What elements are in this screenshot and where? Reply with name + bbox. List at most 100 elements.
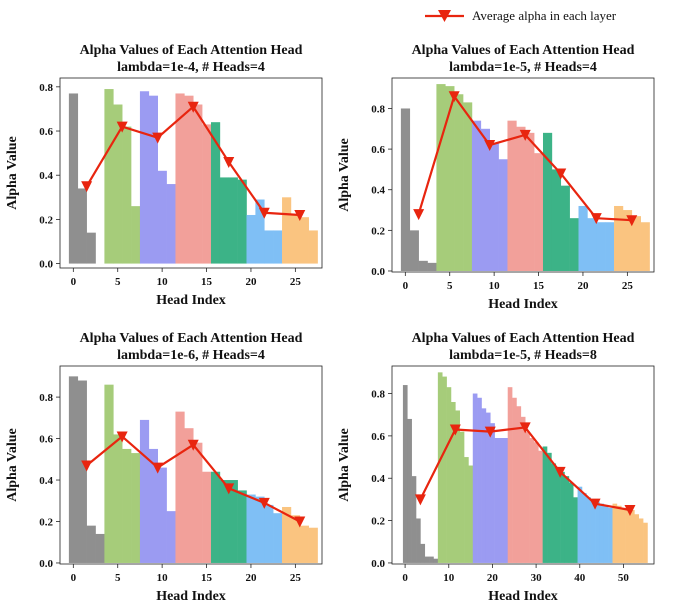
bar <box>420 543 426 563</box>
bar <box>228 177 238 264</box>
bar <box>454 94 464 271</box>
bar <box>599 503 605 563</box>
bar <box>595 501 600 563</box>
bar <box>427 262 437 271</box>
bar <box>68 376 79 563</box>
average-alpha-marker <box>116 121 128 133</box>
bar <box>210 471 221 563</box>
bar <box>113 104 123 264</box>
x-tick-label: 20 <box>487 572 499 584</box>
bar <box>560 185 570 271</box>
bar <box>202 124 212 264</box>
legend: Average alpha in each layer <box>425 8 617 23</box>
bar <box>400 108 411 271</box>
bar <box>131 206 141 264</box>
bar <box>629 510 635 563</box>
bar <box>77 380 87 563</box>
bar <box>529 438 535 563</box>
y-tick-label: 0.6 <box>39 126 53 138</box>
bar <box>282 506 292 563</box>
bar <box>485 412 491 563</box>
average-alpha-marker <box>413 209 425 221</box>
average-alpha-marker <box>187 439 199 451</box>
y-tick-label: 0.8 <box>39 392 53 404</box>
y-tick-label: 0.4 <box>39 170 53 182</box>
bar <box>148 448 158 563</box>
bar <box>86 525 96 563</box>
chart-title: Alpha Values of Each Attention Head <box>80 43 303 58</box>
average-alpha-marker <box>116 431 128 443</box>
average-alpha-marker <box>81 181 93 193</box>
bar <box>573 497 578 563</box>
x-tick-label: 10 <box>157 276 169 288</box>
bar <box>264 504 274 563</box>
y-tick-label: 0.4 <box>371 185 385 197</box>
chart-subtitle: lambda=1e-5, # Heads=4 <box>449 60 597 75</box>
bar <box>612 503 618 563</box>
y-tick-label: 0.8 <box>39 82 53 94</box>
y-tick-label: 0.0 <box>371 266 385 278</box>
bar <box>436 84 446 271</box>
average-alpha-marker <box>590 213 602 225</box>
chart-subtitle: lambda=1e-6, # Heads=4 <box>117 348 265 363</box>
bar <box>175 93 185 264</box>
x-tick-label: 15 <box>201 276 213 288</box>
x-tick-label: 30 <box>531 572 543 584</box>
bar <box>643 522 648 563</box>
bar <box>282 197 292 264</box>
bar <box>590 499 596 563</box>
bar <box>445 86 455 271</box>
bar <box>246 494 256 563</box>
plot-frame <box>59 77 323 269</box>
average-alpha-marker <box>223 483 235 495</box>
bar-group <box>400 84 650 271</box>
x-axis-label: Head Index <box>156 293 226 308</box>
average-alpha-marker <box>294 209 306 221</box>
x-tick-label: 10 <box>489 280 501 292</box>
bar <box>542 132 553 271</box>
bar <box>569 218 579 271</box>
average-alpha-marker <box>449 424 461 436</box>
bar <box>437 372 443 563</box>
bar <box>228 480 238 563</box>
average-alpha-marker <box>152 132 164 144</box>
bar <box>525 431 530 563</box>
bar <box>631 216 641 271</box>
bar <box>407 418 412 563</box>
bar <box>246 214 256 264</box>
x-tick-label: 5 <box>447 280 453 292</box>
bar <box>542 446 548 563</box>
y-tick-label: 0.6 <box>371 431 385 443</box>
average-alpha-marker <box>187 101 199 113</box>
bar <box>409 230 419 271</box>
bar <box>411 476 417 563</box>
bar <box>424 556 430 563</box>
bar <box>255 199 265 264</box>
bar <box>450 402 456 563</box>
average-alpha-marker <box>589 498 601 510</box>
bar <box>555 467 561 563</box>
bar <box>402 385 408 563</box>
bar <box>507 387 513 563</box>
bar-group <box>68 89 318 264</box>
bar <box>104 384 114 563</box>
bar <box>299 525 309 563</box>
bar <box>264 230 274 264</box>
bar <box>481 408 487 563</box>
bar <box>464 457 469 563</box>
bar <box>219 480 230 563</box>
average-alpha-marker <box>414 494 426 506</box>
bar <box>210 122 221 264</box>
y-tick-label: 0.2 <box>371 516 385 528</box>
chart-subtitle: lambda=1e-4, # Heads=4 <box>117 60 265 75</box>
y-tick-label: 0.4 <box>39 475 53 487</box>
y-tick-label: 0.0 <box>39 558 53 570</box>
bar <box>299 217 309 264</box>
chart-subtitle: lambda=1e-5, # Heads=8 <box>449 348 597 363</box>
y-tick-label: 0.2 <box>39 516 53 528</box>
bar <box>157 467 167 563</box>
bar <box>480 128 490 271</box>
x-tick-label: 15 <box>201 572 213 584</box>
bar <box>273 513 283 563</box>
bar <box>608 507 613 563</box>
